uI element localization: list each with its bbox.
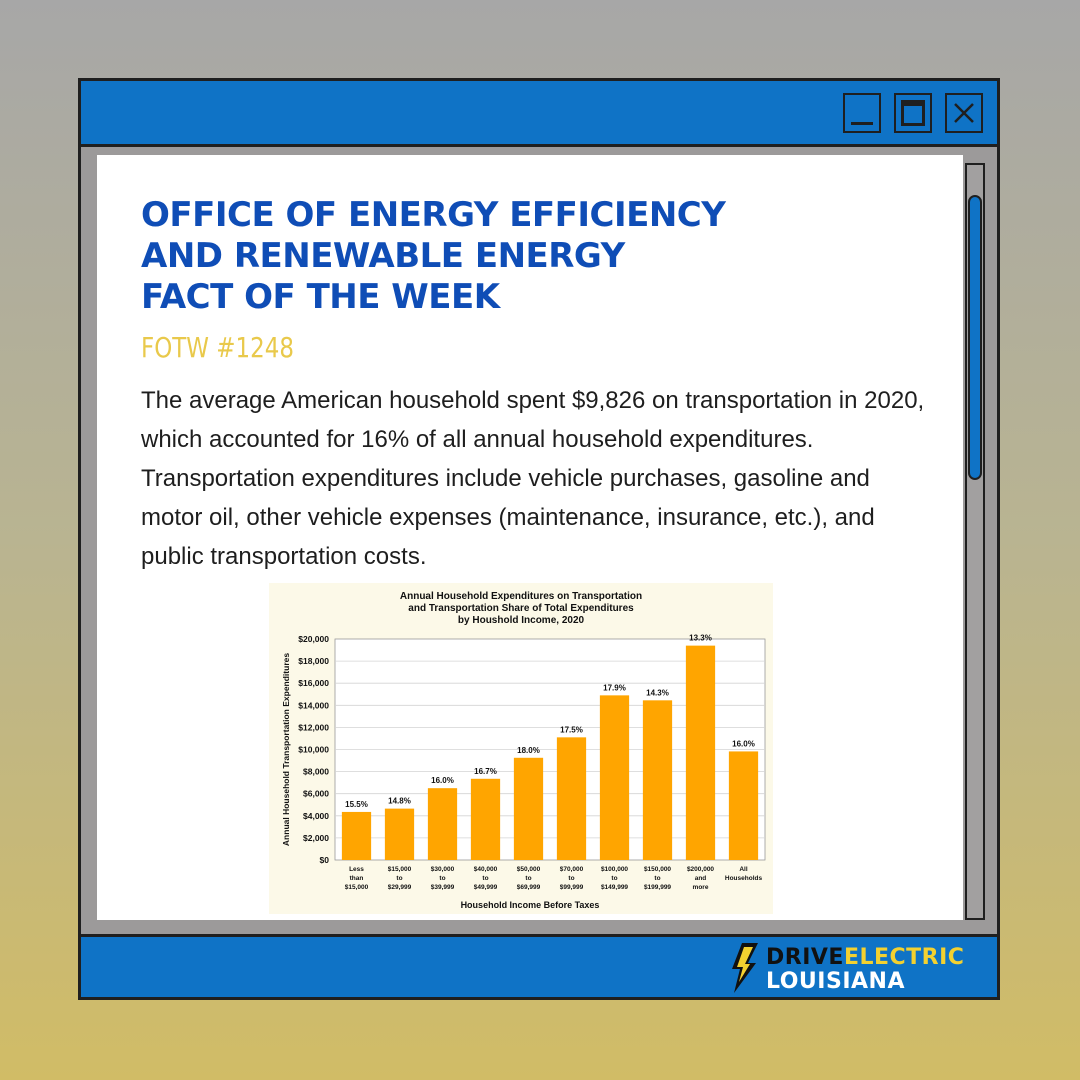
headline-line-1: OFFICE OF ENERGY EFFICIENCY <box>141 195 726 235</box>
y-axis-label: Annual Household Transportation Expendit… <box>281 653 291 846</box>
bar <box>427 788 458 860</box>
x-tick-label: to <box>439 875 445 882</box>
headline-line-2: AND RENEWABLE ENERGY <box>141 236 625 276</box>
y-tick-label: $6,000 <box>303 789 329 799</box>
x-tick-label: $49,999 <box>474 884 498 891</box>
bar <box>599 695 630 860</box>
y-tick-label: $0 <box>320 855 330 865</box>
bar-data-label: 13.3% <box>689 634 712 643</box>
x-tick-label: than <box>350 875 364 882</box>
bar <box>470 778 501 860</box>
x-tick-label: to <box>611 875 617 882</box>
x-tick-label: $40,000 <box>474 866 498 873</box>
bar-data-label: 16.7% <box>474 767 497 776</box>
y-tick-label: $10,000 <box>298 745 329 755</box>
logo-drive: DRIVE <box>766 945 844 970</box>
bar <box>513 757 544 860</box>
x-tick-label: $199,999 <box>644 884 671 891</box>
logo-electric: ELECTRIC <box>843 945 965 970</box>
x-tick-label: $15,000 <box>388 866 412 873</box>
bar-data-label: 17.9% <box>603 683 626 692</box>
content-panel: OFFICE OF ENERGY EFFICIENCY AND RENEWABL… <box>97 155 963 920</box>
x-tick-label: to <box>396 875 402 882</box>
x-tick-label: Households <box>725 875 763 882</box>
y-tick-label: $20,000 <box>298 634 329 644</box>
bar-data-label: 16.0% <box>431 776 454 785</box>
bar-data-label: 15.5% <box>345 800 368 809</box>
scrollbar[interactable] <box>965 163 985 920</box>
y-tick-label: $8,000 <box>303 767 329 777</box>
chart-title-line: by Houshold Income, 2020 <box>458 615 585 626</box>
x-tick-label: $29,999 <box>388 884 412 891</box>
x-tick-label: more <box>693 884 709 891</box>
scrollbar-thumb[interactable] <box>968 195 982 480</box>
y-tick-label: $12,000 <box>298 722 329 732</box>
chart-svg: Annual Household Expenditures on Transpo… <box>281 591 766 910</box>
fotw-number: FOTW #1248 <box>141 331 294 364</box>
bar <box>341 811 372 860</box>
x-tick-label: $100,000 <box>601 866 628 873</box>
x-tick-label: $99,999 <box>560 884 584 891</box>
x-tick-label: Less <box>349 866 364 873</box>
chart-title-line: Annual Household Expenditures on Transpo… <box>400 591 642 602</box>
close-icon[interactable] <box>945 93 983 133</box>
x-tick-label: $39,999 <box>431 884 455 891</box>
logo-line-1: DRIVEELECTRIC <box>766 945 964 970</box>
x-tick-label: to <box>525 875 531 882</box>
bar <box>642 700 673 860</box>
bar-data-label: 16.0% <box>732 739 755 748</box>
chart-title-line: and Transportation Share of Total Expend… <box>408 603 634 614</box>
x-tick-label: to <box>654 875 660 882</box>
x-tick-label: and <box>695 875 707 882</box>
x-tick-label: $69,999 <box>517 884 541 891</box>
bar <box>384 808 415 860</box>
x-tick-label: to <box>482 875 488 882</box>
app-window: OFFICE OF ENERGY EFFICIENCY AND RENEWABL… <box>78 78 1000 1000</box>
lightning-bolt-icon <box>732 943 758 993</box>
x-tick-label: All <box>739 866 748 873</box>
bar <box>685 645 716 860</box>
bar <box>728 751 759 860</box>
y-tick-label: $16,000 <box>298 678 329 688</box>
chart: Annual Household Expenditures on Transpo… <box>269 583 773 914</box>
x-tick-label: $150,000 <box>644 866 671 873</box>
x-tick-label: $70,000 <box>560 866 584 873</box>
window-body: OFFICE OF ENERGY EFFICIENCY AND RENEWABL… <box>81 147 997 937</box>
x-axis-label: Household Income Before Taxes <box>461 900 600 910</box>
maximize-icon[interactable] <box>894 93 932 133</box>
minimize-icon[interactable] <box>843 93 881 133</box>
footer-bar: DRIVEELECTRIC LOUISIANA <box>81 934 997 997</box>
title-bar <box>81 81 997 147</box>
y-tick-label: $18,000 <box>298 656 329 666</box>
y-tick-label: $14,000 <box>298 700 329 710</box>
bar-data-label: 18.0% <box>517 746 540 755</box>
headline: OFFICE OF ENERGY EFFICIENCY AND RENEWABL… <box>141 195 941 318</box>
bar <box>556 737 587 860</box>
x-tick-label: $200,000 <box>687 866 714 873</box>
headline-line-3: FACT OF THE WEEK <box>141 277 500 317</box>
logo-louisiana: LOUISIANA <box>766 969 905 994</box>
x-tick-label: $30,000 <box>431 866 455 873</box>
x-tick-label: $50,000 <box>517 866 541 873</box>
x-tick-label: $149,999 <box>601 884 628 891</box>
fact-description: The average American household spent $9,… <box>141 387 925 570</box>
drive-electric-logo: DRIVEELECTRIC LOUISIANA <box>728 943 978 994</box>
x-tick-label: $15,000 <box>345 884 369 891</box>
bar-data-label: 17.5% <box>560 725 583 734</box>
bar-data-label: 14.3% <box>646 688 669 697</box>
y-tick-label: $2,000 <box>303 833 329 843</box>
bar-data-label: 14.8% <box>388 797 411 806</box>
x-tick-label: to <box>568 875 574 882</box>
y-tick-label: $4,000 <box>303 811 329 821</box>
